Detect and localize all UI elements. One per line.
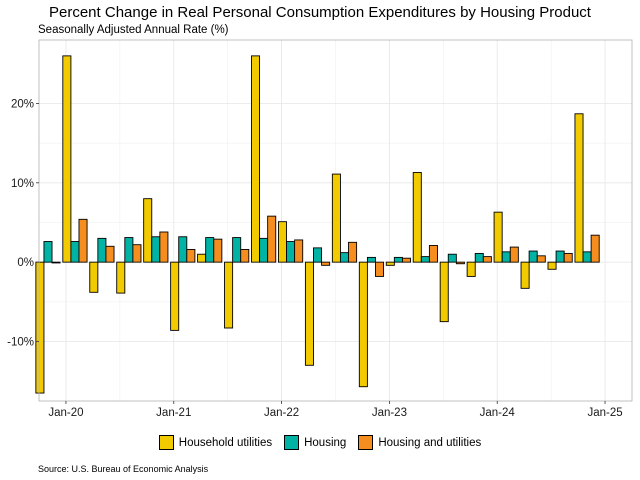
x-tick-label: Jan-21 [156,407,191,419]
bar [105,245,115,263]
bar [259,237,269,263]
bar [574,113,584,263]
bar [536,255,546,263]
bar [375,261,385,277]
bar [143,198,153,263]
bar [428,245,438,263]
bar [124,237,134,263]
bar [455,261,465,265]
bar [97,237,107,263]
bar [89,261,99,293]
bar [294,239,304,263]
bar [393,256,403,263]
bar [43,241,53,263]
bar [493,211,503,263]
bar [447,253,457,263]
x-tick-label: Jan-25 [587,407,622,419]
legend-label-housing-and-utilities: Housing and utilities [378,436,482,449]
chart-subtitle: Seasonally Adjusted Annual Rate (%) [38,24,229,36]
x-tick-label: Jan-23 [372,407,407,419]
bar [70,241,80,263]
bar [35,261,45,394]
chart-title: Percent Change in Real Personal Consumpt… [49,4,591,21]
y-tick-label: 10% [11,178,34,190]
bar [205,237,215,263]
bar [385,261,395,266]
x-tick-label: Jan-20 [48,407,83,419]
bar [251,55,261,263]
bar [509,246,519,263]
x-tick-label: Jan-22 [264,407,299,419]
bar [528,250,538,263]
bar [555,250,565,263]
bar [520,261,530,289]
legend-item-housing: Housing [284,435,346,450]
bar [366,256,376,263]
plot-border [38,39,633,402]
bar [224,261,234,329]
bar [590,234,600,263]
bar [232,237,242,263]
chart: -10% 0% 10% 20% Jan-20 Jan-21 Jan-22 Jan-23 Jan-… [7,39,633,419]
bar [420,256,430,263]
bar [466,261,476,277]
bar [78,218,88,263]
bar [197,253,207,263]
bar [582,251,592,263]
bar [116,261,126,294]
y-tick-label: 0% [17,257,34,269]
legend-item-housing-and-utilities: Housing and utilities [358,435,481,450]
bar [358,261,368,388]
bar [278,221,287,263]
bar [62,55,72,263]
bar [439,261,449,323]
bar [321,261,331,266]
bar [563,252,573,263]
bar [213,238,223,263]
bar [331,173,341,263]
bar [547,261,557,270]
y-tick-label: -10% [7,336,34,348]
bar [474,252,484,263]
bar [412,172,422,263]
bar [304,261,314,366]
chart-source: Source: U.S. Bureau of Economic Analysis [38,464,209,474]
bar [313,247,323,263]
bar [132,244,142,263]
bar [178,236,188,263]
x-tick-label: Jan-24 [480,407,516,419]
bar [170,261,180,331]
bar [348,241,358,263]
bar [267,215,277,263]
legend-swatch-household-utilities [158,435,174,450]
bar [401,257,411,263]
bar [240,249,250,263]
bar [186,249,196,263]
bar [501,251,511,263]
legend: Household utilities Housing Housing and … [0,435,640,450]
bar [339,252,349,263]
bar [286,241,296,263]
legend-swatch-housing-and-utilities [358,435,374,450]
bar [151,236,161,263]
bar [51,261,61,264]
legend-label-household-utilities: Household utilities [178,436,273,449]
legend-swatch-housing [284,435,300,450]
legend-item-household-utilities: Household utilities [158,435,273,450]
y-tick-label: 20% [11,98,34,110]
bar [482,256,492,263]
bar [159,231,169,263]
legend-label-housing: Housing [304,436,347,449]
